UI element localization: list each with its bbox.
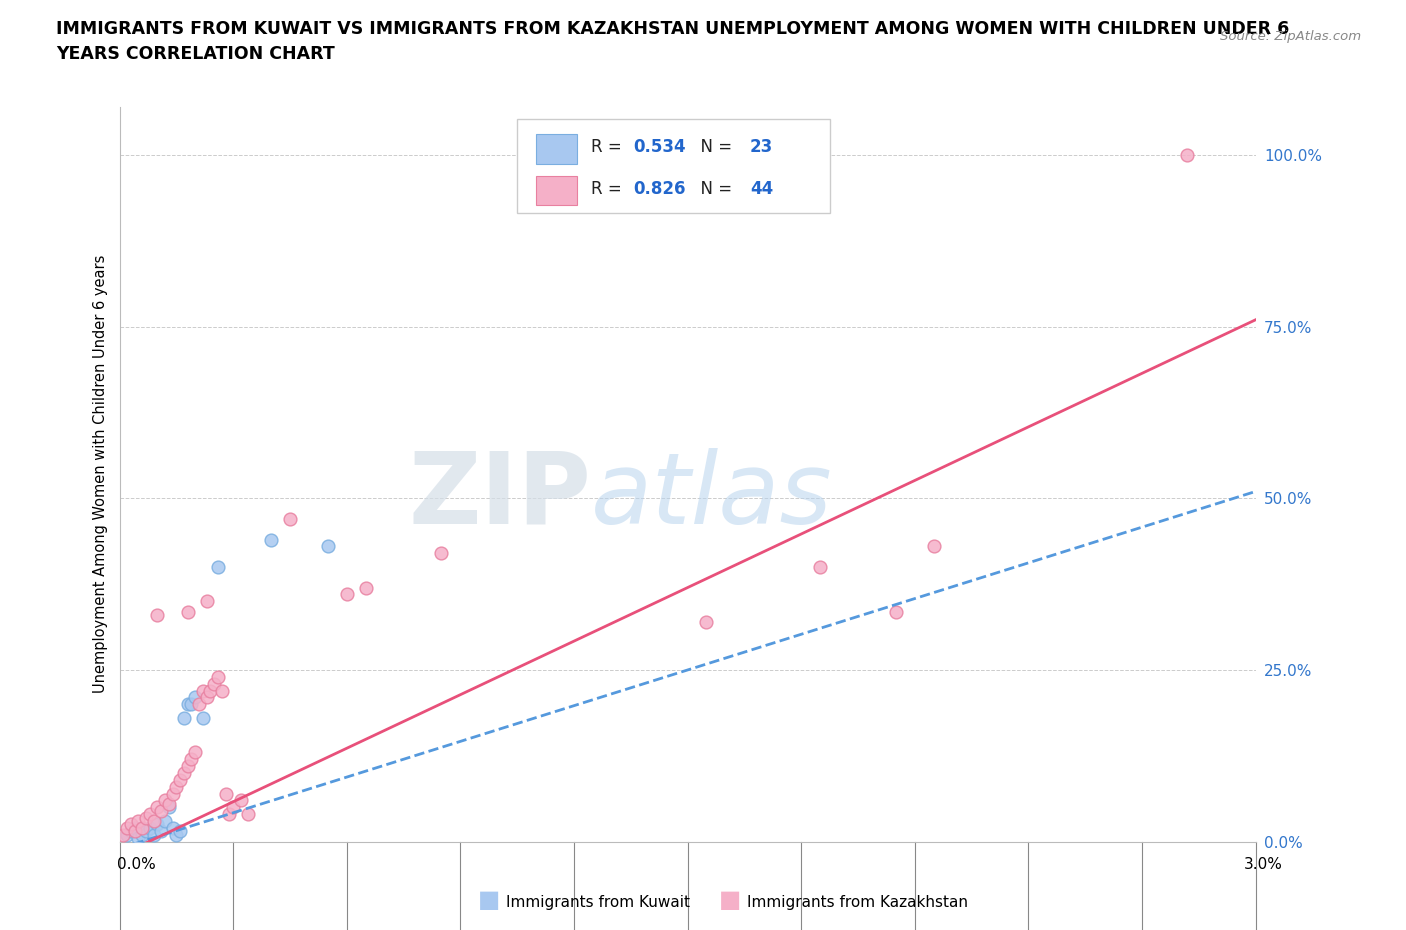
Point (173, 711, 195, 725)
Point (188, 697, 211, 711)
Text: atlas: atlas (591, 448, 832, 545)
Text: 0.826: 0.826 (633, 180, 686, 198)
Point (169, 773, 191, 788)
Point (922, 539, 945, 554)
Point (184, 690, 207, 705)
Point (430, 546, 453, 561)
Text: N =: N = (690, 180, 737, 198)
Point (195, 690, 218, 705)
Point (162, 820, 184, 835)
Point (195, 594, 218, 609)
Point (808, 560, 831, 575)
Point (124, 820, 146, 835)
Point (884, 604, 907, 619)
Text: 0.0%: 0.0% (117, 857, 156, 872)
Point (142, 828, 165, 843)
FancyBboxPatch shape (517, 119, 830, 214)
Point (214, 786, 236, 801)
Text: 3.0%: 3.0% (1243, 857, 1282, 872)
Point (200, 684, 222, 698)
Point (316, 539, 339, 554)
Point (207, 560, 229, 575)
Point (176, 604, 198, 619)
Text: Immigrants from Kazakhstan: Immigrants from Kazakhstan (747, 895, 967, 910)
Point (157, 800, 180, 815)
Point (162, 786, 184, 801)
Point (354, 580, 377, 595)
Point (229, 793, 252, 808)
Text: YEARS CORRELATION CHART: YEARS CORRELATION CHART (56, 45, 335, 62)
Point (222, 800, 245, 815)
Point (191, 711, 214, 725)
Point (165, 828, 187, 843)
Point (135, 810, 157, 825)
Point (157, 796, 180, 811)
Text: N =: N = (690, 139, 737, 156)
Bar (537, 134, 578, 164)
Text: R =: R = (591, 180, 627, 198)
Point (218, 806, 240, 821)
Point (176, 697, 198, 711)
Point (127, 830, 149, 845)
Y-axis label: Unemployment Among Women with Children Under 6 years: Unemployment Among Women with Children U… (93, 255, 108, 694)
Point (115, 820, 138, 835)
Point (131, 828, 153, 843)
Point (146, 607, 169, 622)
Point (180, 751, 202, 766)
Point (127, 814, 149, 829)
Text: ZIP: ZIP (408, 448, 591, 545)
Point (150, 804, 173, 818)
Point (153, 793, 176, 808)
Text: 23: 23 (749, 139, 773, 156)
Text: Source: ZipAtlas.com: Source: ZipAtlas.com (1220, 30, 1361, 43)
Text: 0.534: 0.534 (633, 139, 686, 156)
Point (120, 817, 142, 832)
Text: ■: ■ (718, 888, 741, 912)
Point (142, 814, 165, 829)
Point (120, 824, 142, 839)
Point (131, 820, 153, 835)
Point (1177, 148, 1199, 163)
Point (139, 820, 162, 835)
Point (115, 828, 138, 843)
Point (278, 512, 301, 526)
Bar (537, 176, 578, 206)
Point (202, 676, 225, 691)
Text: ■: ■ (478, 888, 501, 912)
Point (165, 779, 187, 794)
Text: R =: R = (591, 139, 627, 156)
Point (211, 684, 233, 698)
Point (146, 800, 169, 815)
Point (695, 615, 717, 630)
Point (135, 824, 157, 839)
Point (336, 587, 359, 602)
Point (207, 670, 229, 684)
Point (260, 532, 283, 547)
Point (146, 817, 169, 832)
Point (124, 824, 146, 839)
Point (184, 745, 207, 760)
Text: Immigrants from Kuwait: Immigrants from Kuwait (506, 895, 690, 910)
Point (180, 697, 202, 711)
Point (176, 759, 198, 774)
Point (191, 684, 214, 698)
Point (139, 806, 162, 821)
Point (150, 824, 173, 839)
Point (238, 806, 260, 821)
Text: IMMIGRANTS FROM KUWAIT VS IMMIGRANTS FROM KAZAKHSTAN UNEMPLOYMENT AMONG WOMEN WI: IMMIGRANTS FROM KUWAIT VS IMMIGRANTS FRO… (56, 20, 1289, 38)
Text: 44: 44 (749, 180, 773, 198)
Point (112, 828, 135, 843)
Point (169, 824, 191, 839)
Point (173, 765, 195, 780)
Point (153, 814, 176, 829)
